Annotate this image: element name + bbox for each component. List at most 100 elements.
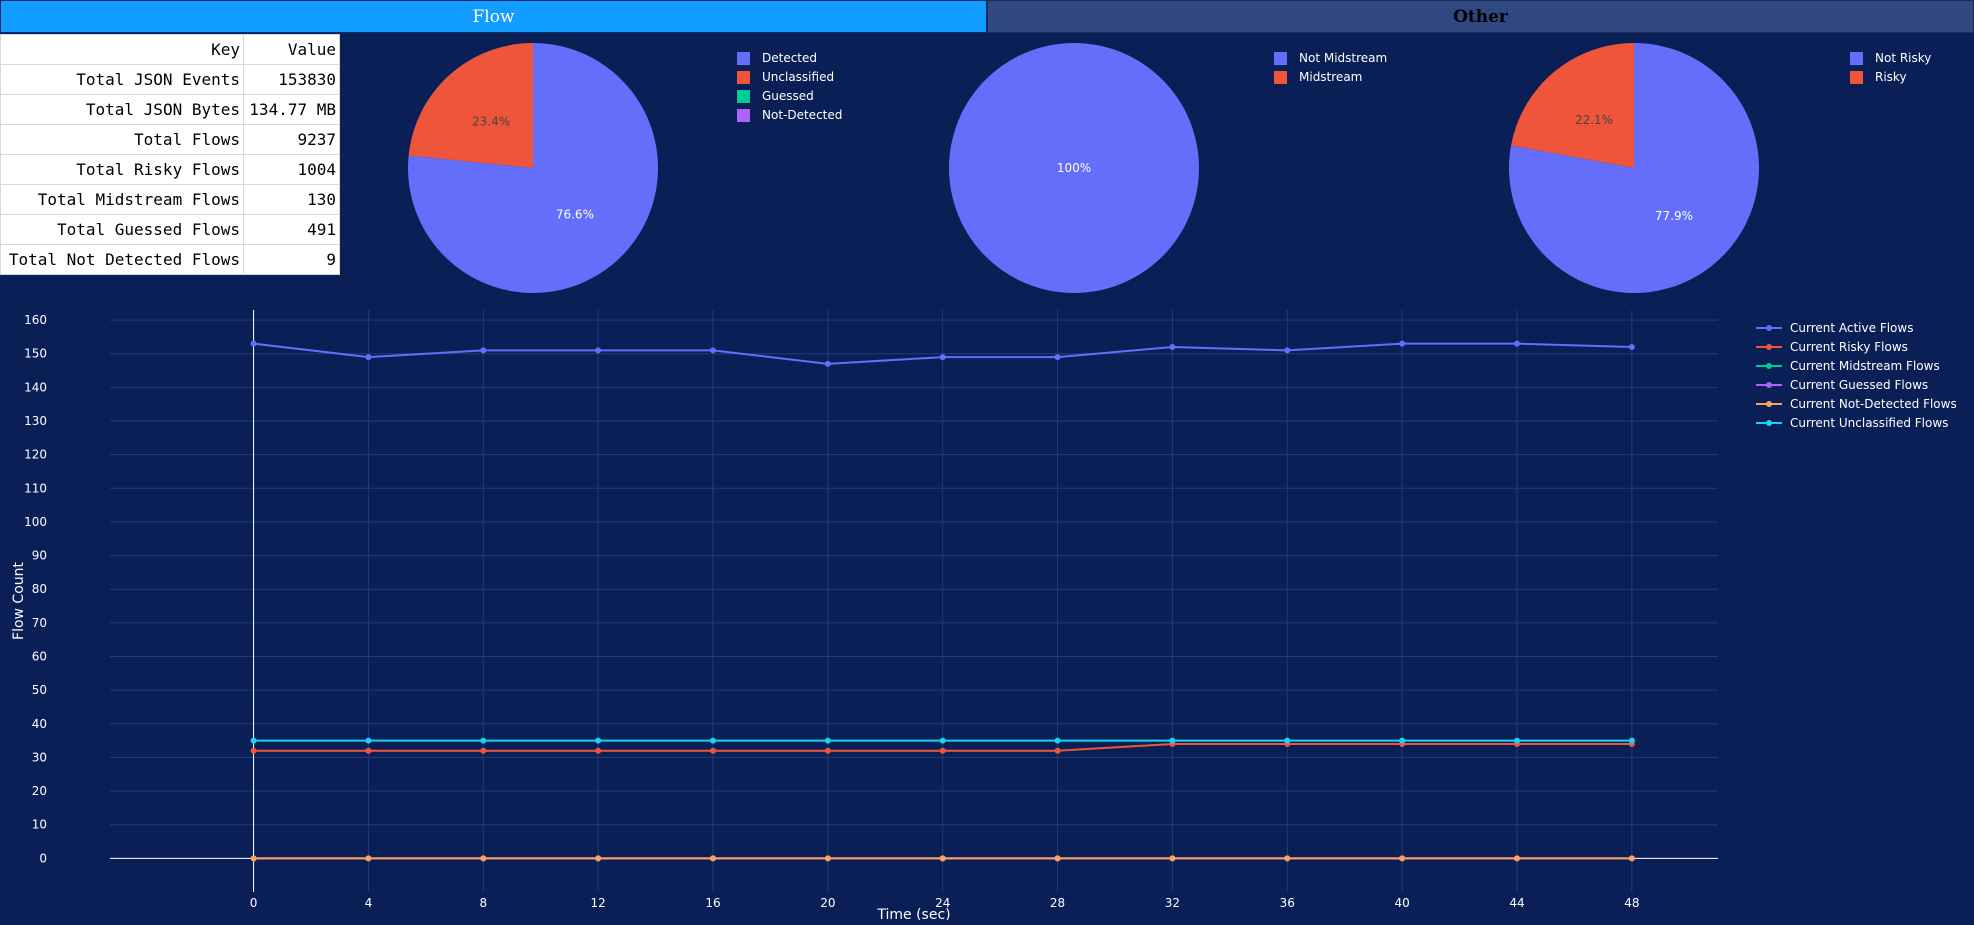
stats-table: Key Value Total JSON Events 153830 Total … xyxy=(0,34,340,275)
pie-slice-detected xyxy=(407,43,658,294)
y-tick-label: 40 xyxy=(32,717,47,731)
y-tick-label: 30 xyxy=(32,750,47,764)
legend-marker xyxy=(1766,344,1772,350)
x-tick-label: 24 xyxy=(935,896,950,910)
pie-charts: 76.6% 23.4% Detected Unclassified Guessed Not… xyxy=(407,43,1931,294)
legend-label: Not Risky xyxy=(1875,51,1931,65)
table-cell-value: 1004 xyxy=(243,154,340,185)
legend-swatch xyxy=(1850,71,1863,84)
table-row: Total Not Detected Flows 9 xyxy=(0,244,340,275)
table-cell-key: Total Risky Flows xyxy=(0,154,244,185)
legend-marker xyxy=(1766,363,1772,369)
y-tick-label: 140 xyxy=(24,380,47,394)
table-header-row: Key Value xyxy=(0,34,340,65)
series-current-risky-flows-point xyxy=(480,747,487,754)
table-cell-key: Total Midstream Flows xyxy=(0,184,244,215)
series-current-unclassified-flows-point xyxy=(1514,737,1520,744)
series-current-unclassified-flows-point xyxy=(1399,737,1406,744)
series-current-active-flows-point xyxy=(1284,347,1291,354)
series-current-active-flows-point xyxy=(1054,354,1061,361)
column-header-value: Value xyxy=(243,34,340,65)
series-current-active-flows-point xyxy=(710,347,716,354)
legend-swatch xyxy=(1274,52,1287,65)
series-current-risky-flows-point xyxy=(250,747,257,754)
pie-data-label: 23.4% xyxy=(472,115,510,129)
pie-data-label: 77.9% xyxy=(1655,209,1693,223)
series-current-unclassified-flows-point xyxy=(710,737,716,744)
legend-label: Current Active Flows xyxy=(1790,321,1913,335)
series-current-not-detected-flows-point xyxy=(1054,855,1061,862)
y-tick-label: 90 xyxy=(32,549,47,563)
legend-marker xyxy=(1766,401,1772,407)
series-current-not-detected-flows-point xyxy=(595,855,602,862)
legend-swatch xyxy=(737,90,750,103)
series-current-active-flows-point xyxy=(1514,340,1520,347)
legend-swatch xyxy=(737,109,750,122)
x-tick-label: 20 xyxy=(820,896,835,910)
pie-slice-not-risky xyxy=(1509,43,1759,294)
series-current-not-detected-flows-point xyxy=(365,855,372,862)
series-current-active-flows-point xyxy=(1628,344,1635,351)
tab-other[interactable]: Other xyxy=(987,0,1974,33)
y-tick-label: 20 xyxy=(32,784,47,798)
series-current-risky-flows-point xyxy=(939,747,946,754)
x-tick-label: 0 xyxy=(250,896,258,910)
series-current-active-flows-point xyxy=(1399,340,1406,347)
series-current-not-detected-flows-point xyxy=(824,855,831,862)
pie-data-label: 22.1% xyxy=(1575,113,1613,127)
series-current-unclassified-flows-point xyxy=(824,737,831,744)
series-current-active-flows-point xyxy=(1169,344,1176,351)
series-current-unclassified-flows-point xyxy=(480,737,487,744)
flow-count-line-chart: 0 4 8 12 16 20 24 28 32 36 40 44 4801020304050607080… xyxy=(11,310,1957,920)
series-current-not-detected-flows-point xyxy=(710,855,716,862)
series-current-active-flows-point xyxy=(250,340,257,347)
series-current-risky-flows-point xyxy=(824,747,831,754)
x-tick-label: 12 xyxy=(591,896,606,910)
series-current-active-flows-point xyxy=(824,360,831,367)
y-tick-label: 50 xyxy=(32,683,47,697)
tab-flow[interactable]: Flow xyxy=(0,0,987,33)
series-current-risky-flows-point xyxy=(365,747,372,754)
series-current-unclassified-flows-point xyxy=(1169,737,1176,744)
x-tick-label: 4 xyxy=(365,896,373,910)
pie-slice-unclassified xyxy=(408,43,533,168)
series-current-unclassified-flows-point xyxy=(1284,737,1291,744)
x-axis-title: Time (sec) xyxy=(876,907,950,920)
legend-swatch xyxy=(1850,52,1863,65)
series-current-unclassified-flows-point xyxy=(365,737,372,744)
table-cell-key: Total Flows xyxy=(0,124,244,155)
series-current-active-flows-point xyxy=(365,354,372,361)
table-row: Total Risky Flows 1004 xyxy=(0,154,340,185)
series-current-not-detected-flows-point xyxy=(1628,855,1635,862)
legend-label: Midstream xyxy=(1299,70,1362,84)
series-current-active-flows-point xyxy=(939,354,946,361)
column-header-key: Key xyxy=(0,34,244,65)
series-current-unclassified-flows-point xyxy=(939,737,946,744)
y-tick-label: 60 xyxy=(32,650,47,664)
series-current-unclassified-flows-point xyxy=(1628,737,1635,744)
y-axis-title: Flow Count xyxy=(11,561,27,639)
table-cell-key: Total Guessed Flows xyxy=(0,214,244,245)
legend-label: Current Midstream Flows xyxy=(1790,359,1940,373)
table-row: Total Flows 9237 xyxy=(0,124,340,155)
series-current-risky-flows-point xyxy=(710,747,716,754)
legend-label: Guessed xyxy=(762,89,814,103)
y-tick-label: 100 xyxy=(24,515,47,529)
legend-label: Current Unclassified Flows xyxy=(1790,416,1948,430)
pie-data-label: 76.6% xyxy=(556,207,594,221)
y-tick-label: 10 xyxy=(32,818,47,832)
table-cell-value: 9 xyxy=(243,244,340,275)
series-current-not-detected-flows-point xyxy=(1514,855,1520,862)
legend-label: Current Risky Flows xyxy=(1790,340,1908,354)
pie-slice-risky xyxy=(1511,43,1634,168)
table-row: Total JSON Bytes 134.77 MB xyxy=(0,94,340,125)
x-tick-label: 40 xyxy=(1395,896,1410,910)
legend-label: Current Guessed Flows xyxy=(1790,378,1928,392)
legend-label: Detected xyxy=(762,51,817,65)
legend-label: Unclassified xyxy=(762,70,834,84)
series-current-unclassified-flows-point xyxy=(595,737,602,744)
x-tick-label: 16 xyxy=(705,896,720,910)
series-current-not-detected-flows-point xyxy=(250,855,257,862)
x-tick-label: 32 xyxy=(1165,896,1180,910)
table-cell-key: Total Not Detected Flows xyxy=(0,244,244,275)
